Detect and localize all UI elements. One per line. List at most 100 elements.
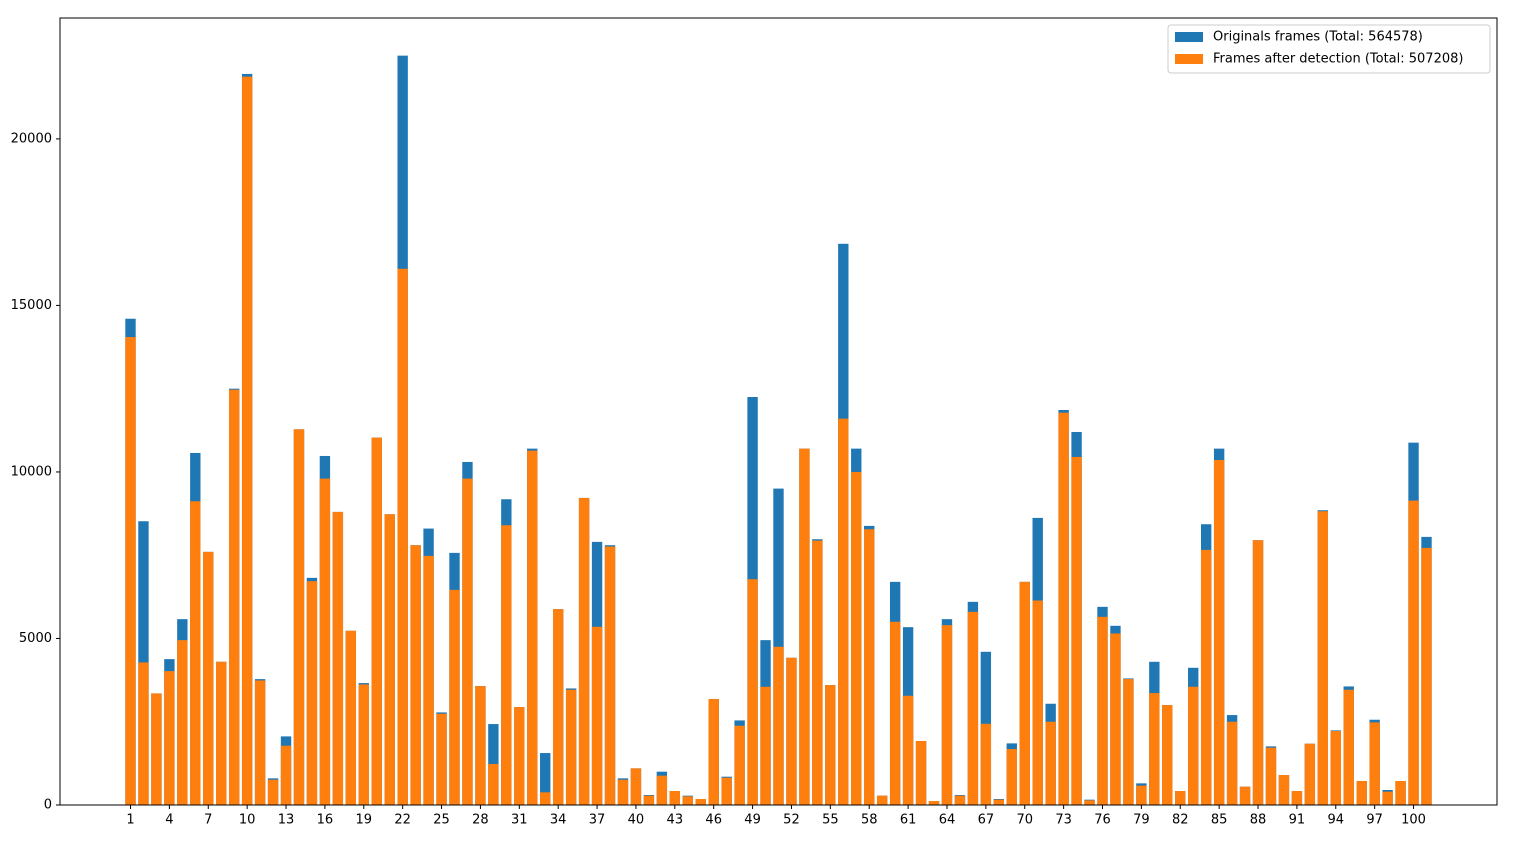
bar [410,545,421,805]
bar [578,497,590,805]
bar [423,555,434,805]
bar [812,540,823,805]
bar [1019,581,1030,805]
bar [565,689,577,805]
bar [254,680,266,805]
legend-label: Originals frames (Total: 564578) [1213,30,1423,45]
bar [1369,722,1380,805]
bar [540,753,551,805]
x-tick-label: 4 [165,813,173,828]
x-tick-label: 1 [126,813,134,828]
bar [293,429,305,805]
x-tick-label: 61 [900,813,917,828]
bar [1317,511,1329,805]
x-tick-label: 43 [667,813,684,828]
x-tick-label: 100 [1401,813,1426,828]
x-tick-label: 97 [1366,813,1383,828]
bar [993,799,1005,805]
bar [630,768,642,805]
bar [552,609,564,805]
bar [1123,679,1134,805]
bar [825,685,836,805]
x-tick-label: 37 [589,813,606,828]
y-tick-label: 10000 [11,464,52,479]
bar [540,792,551,805]
bar [941,625,953,805]
legend-swatch [1175,54,1203,64]
x-tick-label: 25 [433,813,450,828]
y-tick-label: 5000 [19,631,52,646]
x-tick-label: 40 [628,813,645,828]
legend-box [1167,24,1491,74]
bar [876,795,888,805]
bar [151,693,162,805]
bar [190,501,201,805]
x-tick-label: 7 [204,813,212,828]
x-tick-label: 64 [939,813,956,828]
bar [1213,459,1225,805]
bar [1162,705,1173,805]
bar [1252,540,1264,805]
bar [591,626,603,805]
y-tick-label: 0 [44,798,52,813]
bar [1149,693,1160,805]
bar [125,337,136,805]
bar [306,581,318,805]
bar [734,725,745,805]
bar [177,640,188,805]
x-tick-label: 31 [511,813,528,828]
bar [915,741,927,805]
bar [1032,600,1043,805]
bar [216,661,227,805]
bar [1110,633,1121,805]
bar [799,448,810,805]
bar [345,630,357,805]
bar [203,551,214,805]
x-tick-label: 49 [744,813,761,828]
bar [617,779,629,805]
bar [695,799,706,805]
x-tick-label: 10 [239,813,256,828]
bar [319,478,331,805]
bar [1058,412,1069,805]
x-tick-label: 79 [1133,813,1150,828]
bar [371,437,382,805]
bar [280,745,292,805]
x-tick-label: 22 [394,813,411,828]
bar [902,695,914,805]
bar [1084,800,1095,805]
bar [1097,616,1108,805]
bar [1175,791,1186,805]
bar [1239,786,1251,805]
bar [1188,686,1199,805]
bar [656,775,668,805]
x-tick-label: 19 [356,813,373,828]
bar [332,511,344,805]
bar [228,389,240,805]
bar [643,795,655,805]
bar [1136,785,1147,805]
x-tick-label: 58 [861,813,878,828]
bar [138,662,149,805]
bar [954,795,966,805]
x-tick-label: 73 [1055,813,1072,828]
bar [864,529,875,805]
bar [760,686,771,805]
legend-label: Frames after detection (Total: 507208) [1213,52,1463,67]
bar [1382,791,1393,805]
bar [164,671,175,805]
bar [682,796,693,805]
x-tick-label: 52 [783,813,800,828]
bar [1006,749,1017,805]
x-tick-label: 85 [1211,813,1228,828]
x-tick-label: 88 [1250,813,1267,828]
bar [1071,456,1082,805]
x-tick-label: 67 [978,813,995,828]
bar [708,699,719,805]
bar [397,268,408,805]
bar [267,779,279,805]
y-tick-label: 15000 [11,298,52,313]
bar [527,450,538,805]
